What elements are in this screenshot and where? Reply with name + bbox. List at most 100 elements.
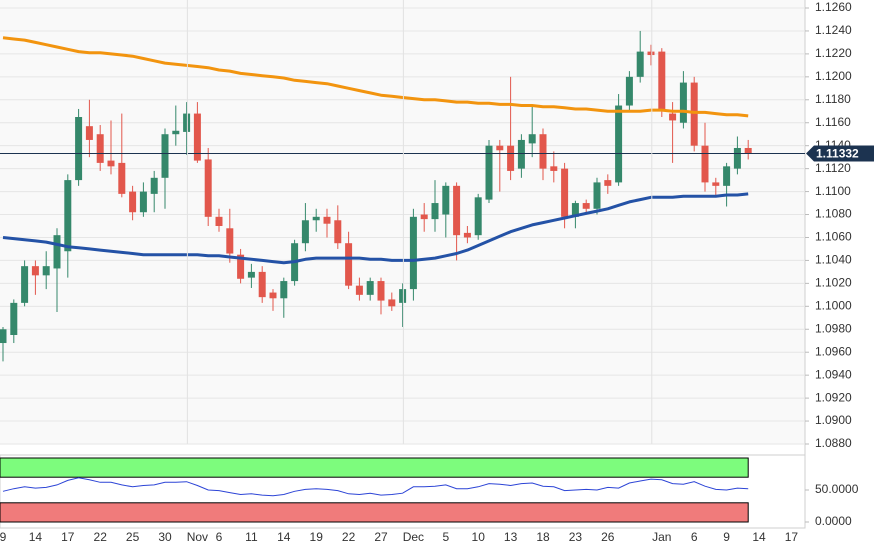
candle-body bbox=[517, 139, 525, 169]
x-tick-label: Jan bbox=[652, 530, 671, 544]
candle-body bbox=[636, 51, 644, 77]
x-tick-label: 23 bbox=[569, 530, 583, 544]
x-tick-label: 13 bbox=[504, 530, 518, 544]
x-tick-label: 10 bbox=[472, 530, 486, 544]
candle-body bbox=[723, 166, 731, 186]
candle-body bbox=[420, 214, 428, 220]
candle-body bbox=[561, 168, 569, 217]
candle-body bbox=[604, 180, 612, 186]
candle-body bbox=[129, 191, 137, 213]
x-tick-label: 9 bbox=[0, 530, 7, 544]
y-tick-label: 1.1040 bbox=[815, 253, 852, 267]
candle-body bbox=[733, 147, 741, 169]
candle-body bbox=[107, 160, 115, 167]
candle-body bbox=[183, 113, 191, 132]
candle-body bbox=[150, 177, 158, 194]
rsi-line bbox=[2, 477, 749, 497]
candle-body bbox=[118, 162, 126, 194]
candle-body bbox=[701, 145, 709, 183]
y-tick-label: 1.1020 bbox=[815, 276, 852, 290]
plot-background bbox=[0, 0, 805, 444]
candle-body bbox=[528, 134, 536, 144]
candle-body bbox=[0, 329, 7, 344]
y-tick-label: 50.0000 bbox=[815, 482, 859, 496]
candle-body bbox=[474, 197, 482, 236]
x-tick-label: 5 bbox=[442, 530, 449, 544]
candle-body bbox=[161, 134, 169, 178]
candle-body bbox=[496, 145, 504, 151]
x-tick-label: 14 bbox=[29, 530, 43, 544]
y-tick-label: 1.1000 bbox=[815, 298, 852, 312]
y-tick-label: 1.1240 bbox=[815, 23, 852, 37]
candle-body bbox=[539, 134, 547, 169]
candle-body bbox=[204, 159, 212, 217]
y-tick-label: 1.0920 bbox=[815, 390, 852, 404]
candle-body bbox=[85, 126, 93, 140]
candle-body bbox=[690, 82, 698, 146]
x-tick-label: 22 bbox=[342, 530, 356, 544]
candle-body bbox=[42, 266, 50, 276]
moving-average-line bbox=[2, 192, 749, 265]
x-tick-label: 17 bbox=[785, 530, 799, 544]
y-tick-label: 1.0980 bbox=[815, 321, 852, 335]
candle-body bbox=[485, 145, 493, 200]
y-tick-label: 1.0900 bbox=[815, 413, 852, 427]
candle-body bbox=[53, 235, 61, 269]
candle-body bbox=[237, 254, 245, 279]
candle-body bbox=[323, 216, 331, 224]
x-tick-label: 19 bbox=[310, 530, 324, 544]
x-tick-label: 27 bbox=[374, 530, 388, 544]
candle-body bbox=[399, 289, 407, 303]
candle-body bbox=[615, 105, 623, 183]
y-tick-label: 1.1260 bbox=[815, 0, 852, 14]
candle-body bbox=[377, 281, 385, 301]
x-tick-label: 14 bbox=[752, 530, 766, 544]
x-tick-label: 6 bbox=[691, 530, 698, 544]
x-tick-label: 9 bbox=[723, 530, 730, 544]
candle-body bbox=[139, 191, 147, 213]
candle-body bbox=[355, 285, 363, 295]
y-tick-label: 1.1160 bbox=[815, 115, 851, 129]
candle-body bbox=[193, 113, 201, 161]
candle-body bbox=[442, 185, 450, 215]
candle-body bbox=[550, 166, 558, 171]
candle-body bbox=[582, 203, 590, 209]
y-tick-label: 1.1180 bbox=[815, 92, 851, 106]
candle-body bbox=[669, 113, 677, 121]
x-tick-label: 6 bbox=[216, 530, 223, 544]
x-tick-label: 30 bbox=[158, 530, 172, 544]
x-tick-label: Nov bbox=[187, 530, 208, 544]
y-tick-label: 1.1220 bbox=[815, 46, 852, 60]
candle-body bbox=[96, 134, 104, 163]
candle-body bbox=[647, 51, 655, 56]
candle-body bbox=[21, 266, 29, 303]
y-tick-label: 1.1060 bbox=[815, 230, 852, 244]
candle-body bbox=[226, 228, 234, 254]
x-tick-label: 17 bbox=[61, 530, 75, 544]
y-tick-label: 1.1200 bbox=[815, 69, 852, 83]
moving-average-line bbox=[2, 36, 749, 118]
candle-body bbox=[247, 271, 255, 278]
y-tick-label: 1.0880 bbox=[815, 436, 852, 450]
candle-body bbox=[269, 292, 277, 299]
candle-body bbox=[215, 216, 223, 226]
candle-body bbox=[453, 185, 461, 236]
rsi-band bbox=[0, 502, 749, 523]
candle-body bbox=[64, 180, 72, 252]
candle-body bbox=[312, 216, 320, 221]
last-price-tag bbox=[806, 145, 874, 162]
rsi-band bbox=[0, 457, 749, 478]
x-tick-label: 26 bbox=[601, 530, 615, 544]
candle-body bbox=[744, 147, 752, 154]
candle-body bbox=[571, 203, 579, 217]
x-tick-label: 22 bbox=[94, 530, 108, 544]
x-tick-label: 11 bbox=[245, 530, 258, 544]
candle-body bbox=[75, 117, 83, 181]
candle-body bbox=[301, 220, 309, 244]
candle-body bbox=[409, 216, 417, 290]
y-tick-label: 1.1080 bbox=[815, 207, 852, 221]
y-tick-label: 1.0960 bbox=[815, 344, 852, 358]
candle-body bbox=[625, 76, 633, 106]
candle-body bbox=[345, 243, 353, 286]
